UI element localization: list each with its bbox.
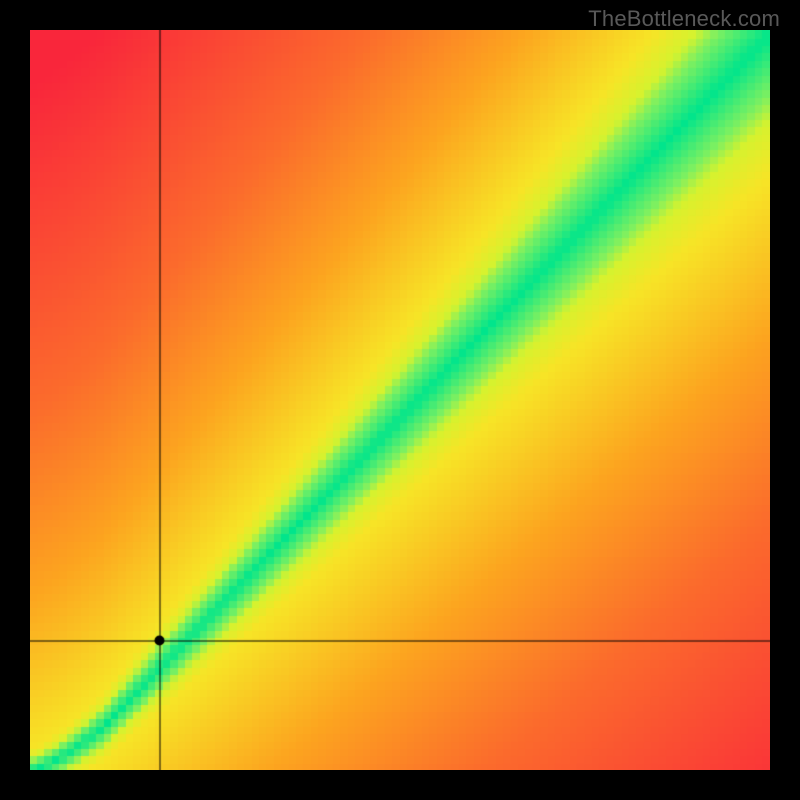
chart-container: { "watermark": { "text": "TheBottleneck.… [0, 0, 800, 800]
bottleneck-heatmap [30, 30, 770, 770]
watermark-text: TheBottleneck.com [588, 6, 780, 32]
